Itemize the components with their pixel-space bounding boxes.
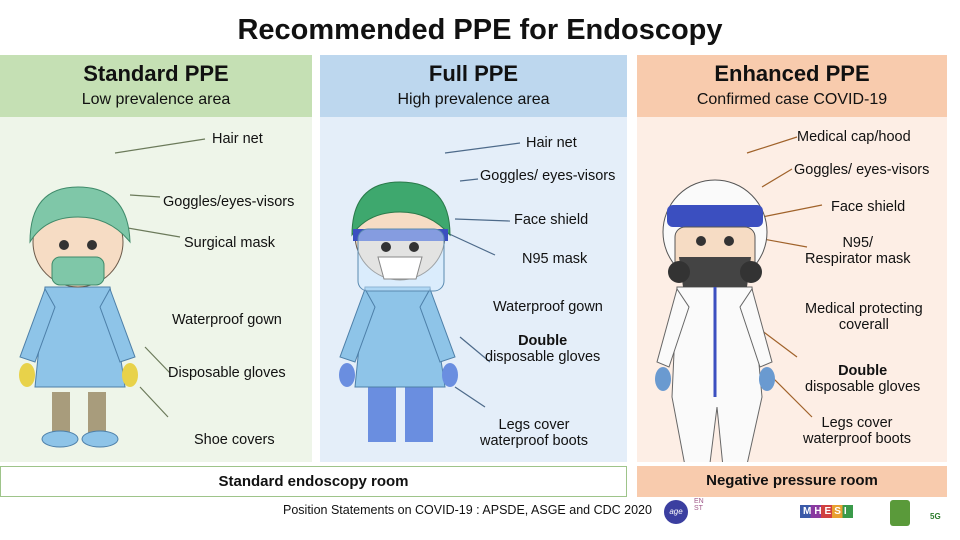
panel-header: Enhanced PPE Confirmed case COVID-19 <box>637 55 947 117</box>
label-double: Double <box>518 333 568 349</box>
label-goggles: Goggles/ eyes-visors <box>480 168 616 184</box>
label-coverall: Medical protecting coverall <box>805 301 923 333</box>
enst-logo: ENST <box>694 498 704 512</box>
panel-subheading: Low prevalence area <box>81 91 231 108</box>
label-coverall-1: Medical protecting <box>805 301 923 317</box>
label-disposable-gloves: Disposable gloves <box>168 365 286 381</box>
label-gloves: disposable gloves <box>805 379 921 395</box>
mhesi-logo: MHESI <box>800 505 853 518</box>
panel-header: Full PPE High prevalence area <box>320 55 627 117</box>
negative-room-bar: Negative pressure room <box>637 466 947 497</box>
label-n95-1: N95/ <box>842 235 874 251</box>
label-double: Double <box>838 363 888 379</box>
label-face-shield: Face shield <box>831 199 906 215</box>
label-coverall-2: coverall <box>838 317 889 333</box>
full-ppe-panel: Full PPE High prevalence area Hair net G… <box>320 55 627 462</box>
standard-room-bar: Standard endoscopy room <box>0 466 627 497</box>
full-ppe-figure <box>339 142 521 442</box>
enhanced-ppe-panel: Enhanced PPE Confirmed case COVID-19 Med… <box>637 55 947 462</box>
age-logo: age <box>664 500 688 524</box>
label-face-shield: Face shield <box>514 212 589 228</box>
label-medical-cap: Medical cap/hood <box>797 129 911 145</box>
label-waterproof-gown: Waterproof gown <box>493 299 603 315</box>
panel-subheading: High prevalence area <box>397 91 550 108</box>
label-legs-cover: Legs cover waterproof boots <box>803 415 911 447</box>
page-title: Recommended PPE for Endoscopy <box>237 14 723 46</box>
label-shoe-covers: Shoe covers <box>194 432 275 448</box>
enhanced-ppe-figure <box>655 136 823 462</box>
label-surgical-mask: Surgical mask <box>184 235 276 251</box>
panel-header: Standard PPE Low prevalence area <box>0 55 312 117</box>
panel-heading: Standard PPE <box>83 61 229 86</box>
label-legs-cover: Legs cover waterproof boots <box>480 417 588 449</box>
standard-ppe-panel: Standard PPE Low prevalence area Hair ne… <box>0 55 312 462</box>
standard-ppe-figure <box>19 138 206 448</box>
label-n95-respirator: N95/ Respirator mask <box>805 235 911 267</box>
footer-citation: Position Statements on COVID-19 : APSDE,… <box>283 503 652 517</box>
label-gloves: disposable gloves <box>485 349 601 365</box>
label-waterproof-gown: Waterproof gown <box>172 312 282 328</box>
label-legs-2: waterproof boots <box>480 433 589 449</box>
institution-seal-logo <box>890 500 910 526</box>
label-double-gloves: Double disposable gloves <box>485 333 600 365</box>
label-goggles: Goggles/ eyes-visors <box>794 162 930 178</box>
label-goggles: Goggles/eyes-visors <box>163 194 295 210</box>
label-double-gloves: Double disposable gloves <box>805 363 920 395</box>
panel-heading: Full PPE <box>428 61 519 86</box>
label-hair-net: Hair net <box>526 135 577 151</box>
label-legs-2: waterproof boots <box>803 431 912 447</box>
label-hair-net: Hair net <box>212 131 263 147</box>
panel-subheading: Confirmed case COVID-19 <box>696 91 888 108</box>
label-legs-1: Legs cover <box>821 415 893 431</box>
label-n95-mask: N95 mask <box>522 251 588 267</box>
label-legs-1: Legs cover <box>498 417 570 433</box>
sg-logo: 5G <box>930 512 941 521</box>
panel-heading: Enhanced PPE <box>714 61 870 86</box>
label-n95-2: Respirator mask <box>805 251 911 267</box>
